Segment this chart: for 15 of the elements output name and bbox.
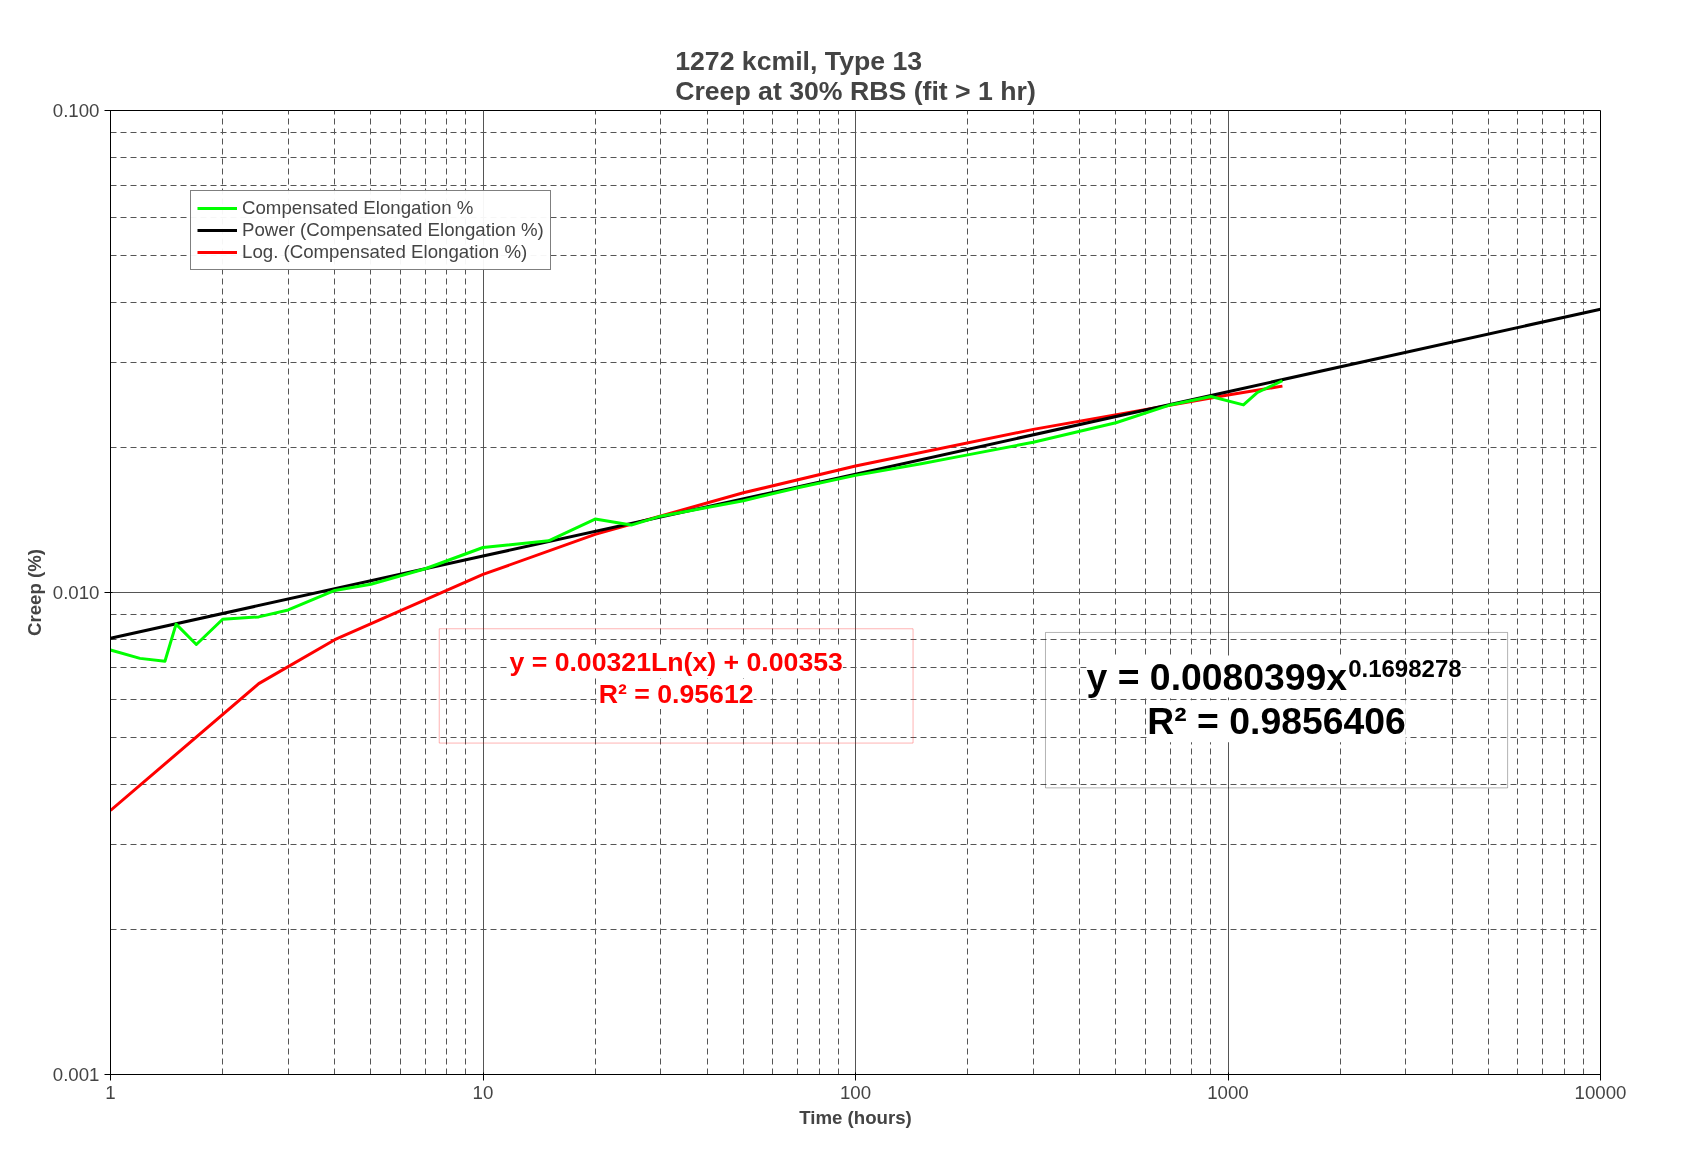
legend-label: Compensated Elongation % bbox=[242, 197, 474, 219]
y-tick-label: 0.010 bbox=[52, 582, 100, 603]
x-tick-label: 100 bbox=[839, 1081, 872, 1103]
legend-label: Power (Compensated Elongation %) bbox=[242, 219, 544, 241]
annotation: y = 0.00321Ln(x) + 0.00353 R² = 0.95612 bbox=[509, 646, 843, 709]
x-tick-label: 10000 bbox=[1574, 1081, 1627, 1103]
x-tick-label: 1 bbox=[105, 1081, 116, 1103]
y-tick-label: 0.100 bbox=[52, 100, 100, 121]
y-axis-title: Creep (%) bbox=[23, 548, 45, 637]
x-tick-label: 10 bbox=[472, 1081, 494, 1103]
chart-title: 1272 kcmil, Type 13 Creep at 30% RBS (fit > 1 hr) bbox=[675, 45, 1036, 106]
x-tick-label: 1000 bbox=[1207, 1081, 1249, 1103]
x-axis-title: Time (hours) bbox=[799, 1106, 912, 1128]
legend-label: Log. (Compensated Elongation %) bbox=[242, 241, 528, 263]
y-tick-label: 0.001 bbox=[52, 1064, 100, 1085]
